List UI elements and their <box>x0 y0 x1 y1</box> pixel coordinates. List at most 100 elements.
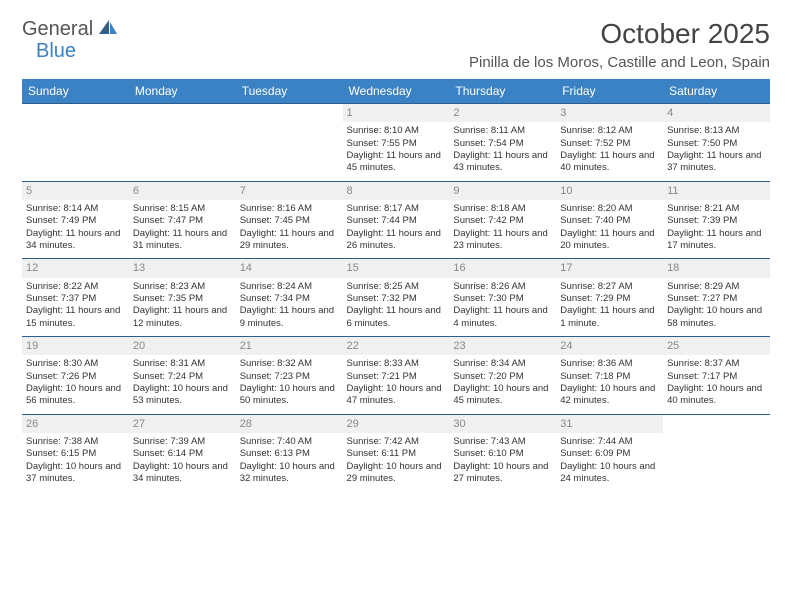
calendar-cell: 10Sunrise: 8:20 AMSunset: 7:40 PMDayligh… <box>556 181 663 259</box>
sunset-line: Sunset: 7:32 PM <box>347 293 446 305</box>
sunset-line: Sunset: 7:42 PM <box>453 215 552 227</box>
calendar-cell: 9Sunrise: 8:18 AMSunset: 7:42 PMDaylight… <box>449 181 556 259</box>
sunset-line: Sunset: 6:10 PM <box>453 448 552 460</box>
sunset-line: Sunset: 7:54 PM <box>453 138 552 150</box>
calendar-cell: 12Sunrise: 8:22 AMSunset: 7:37 PMDayligh… <box>22 259 129 337</box>
brand-logo: General <box>22 18 123 41</box>
sail-icon <box>97 18 119 41</box>
location-text: Pinilla de los Moros, Castille and Leon,… <box>469 54 770 71</box>
sunrise-line: Sunrise: 8:13 AM <box>667 125 766 137</box>
sunset-line: Sunset: 7:29 PM <box>560 293 659 305</box>
sunset-line: Sunset: 7:39 PM <box>667 215 766 227</box>
daylight-line: Daylight: 10 hours and 27 minutes. <box>453 461 552 486</box>
dayname-wed: Wednesday <box>343 79 450 104</box>
day-number: 28 <box>236 415 343 433</box>
daylight-line: Daylight: 10 hours and 45 minutes. <box>453 383 552 408</box>
brand-text-1: General <box>22 18 93 41</box>
sunrise-line: Sunrise: 8:14 AM <box>26 203 125 215</box>
daylight-line: Daylight: 10 hours and 34 minutes. <box>133 461 232 486</box>
daylight-line: Daylight: 11 hours and 37 minutes. <box>667 150 766 175</box>
sunset-line: Sunset: 7:34 PM <box>240 293 339 305</box>
calendar-cell: 2Sunrise: 8:11 AMSunset: 7:54 PMDaylight… <box>449 104 556 182</box>
daylight-line: Daylight: 11 hours and 43 minutes. <box>453 150 552 175</box>
calendar-row: 1Sunrise: 8:10 AMSunset: 7:55 PMDaylight… <box>22 104 770 182</box>
sunrise-line: Sunrise: 8:16 AM <box>240 203 339 215</box>
day-number: 20 <box>129 337 236 355</box>
sunset-line: Sunset: 7:17 PM <box>667 371 766 383</box>
daylight-line: Daylight: 11 hours and 29 minutes. <box>240 228 339 253</box>
sunrise-line: Sunrise: 8:27 AM <box>560 281 659 293</box>
day-number: 22 <box>343 337 450 355</box>
daylight-line: Daylight: 11 hours and 20 minutes. <box>560 228 659 253</box>
sunrise-line: Sunrise: 8:30 AM <box>26 358 125 370</box>
calendar-cell: 23Sunrise: 8:34 AMSunset: 7:20 PMDayligh… <box>449 337 556 415</box>
calendar-cell: 3Sunrise: 8:12 AMSunset: 7:52 PMDaylight… <box>556 104 663 182</box>
day-number: 2 <box>449 104 556 122</box>
calendar-cell: 7Sunrise: 8:16 AMSunset: 7:45 PMDaylight… <box>236 181 343 259</box>
sunrise-line: Sunrise: 8:37 AM <box>667 358 766 370</box>
daylight-line: Daylight: 10 hours and 32 minutes. <box>240 461 339 486</box>
sunrise-line: Sunrise: 8:25 AM <box>347 281 446 293</box>
daylight-line: Daylight: 10 hours and 40 minutes. <box>667 383 766 408</box>
sunset-line: Sunset: 7:35 PM <box>133 293 232 305</box>
sunrise-line: Sunrise: 7:38 AM <box>26 436 125 448</box>
day-number: 21 <box>236 337 343 355</box>
calendar-cell: 31Sunrise: 7:44 AMSunset: 6:09 PMDayligh… <box>556 414 663 491</box>
sunset-line: Sunset: 7:49 PM <box>26 215 125 227</box>
calendar-cell: 4Sunrise: 8:13 AMSunset: 7:50 PMDaylight… <box>663 104 770 182</box>
sunrise-line: Sunrise: 8:20 AM <box>560 203 659 215</box>
sunset-line: Sunset: 7:21 PM <box>347 371 446 383</box>
sunset-line: Sunset: 7:37 PM <box>26 293 125 305</box>
calendar-cell: 14Sunrise: 8:24 AMSunset: 7:34 PMDayligh… <box>236 259 343 337</box>
day-number: 11 <box>663 182 770 200</box>
sunset-line: Sunset: 6:14 PM <box>133 448 232 460</box>
calendar-table: Sunday Monday Tuesday Wednesday Thursday… <box>22 79 770 491</box>
calendar-cell <box>663 414 770 491</box>
day-number: 6 <box>129 182 236 200</box>
day-number: 3 <box>556 104 663 122</box>
daylight-line: Daylight: 10 hours and 24 minutes. <box>560 461 659 486</box>
daylight-line: Daylight: 10 hours and 53 minutes. <box>133 383 232 408</box>
page-title: October 2025 <box>469 18 770 50</box>
calendar-cell: 13Sunrise: 8:23 AMSunset: 7:35 PMDayligh… <box>129 259 236 337</box>
sunrise-line: Sunrise: 8:24 AM <box>240 281 339 293</box>
sunset-line: Sunset: 7:45 PM <box>240 215 339 227</box>
calendar-cell: 30Sunrise: 7:43 AMSunset: 6:10 PMDayligh… <box>449 414 556 491</box>
calendar-cell: 16Sunrise: 8:26 AMSunset: 7:30 PMDayligh… <box>449 259 556 337</box>
daylight-line: Daylight: 11 hours and 4 minutes. <box>453 305 552 330</box>
sunrise-line: Sunrise: 8:23 AM <box>133 281 232 293</box>
day-number: 30 <box>449 415 556 433</box>
sunrise-line: Sunrise: 8:31 AM <box>133 358 232 370</box>
calendar-cell: 26Sunrise: 7:38 AMSunset: 6:15 PMDayligh… <box>22 414 129 491</box>
calendar-cell: 19Sunrise: 8:30 AMSunset: 7:26 PMDayligh… <box>22 337 129 415</box>
daylight-line: Daylight: 11 hours and 31 minutes. <box>133 228 232 253</box>
daylight-line: Daylight: 11 hours and 26 minutes. <box>347 228 446 253</box>
daylight-line: Daylight: 10 hours and 56 minutes. <box>26 383 125 408</box>
sunset-line: Sunset: 7:40 PM <box>560 215 659 227</box>
daylight-line: Daylight: 10 hours and 50 minutes. <box>240 383 339 408</box>
day-number: 5 <box>22 182 129 200</box>
sunrise-line: Sunrise: 8:22 AM <box>26 281 125 293</box>
calendar-cell: 22Sunrise: 8:33 AMSunset: 7:21 PMDayligh… <box>343 337 450 415</box>
sunrise-line: Sunrise: 8:36 AM <box>560 358 659 370</box>
sunset-line: Sunset: 7:52 PM <box>560 138 659 150</box>
header: General October 2025 Pinilla de los Moro… <box>22 18 770 71</box>
calendar-cell <box>236 104 343 182</box>
sunrise-line: Sunrise: 8:10 AM <box>347 125 446 137</box>
dayname-thu: Thursday <box>449 79 556 104</box>
daylight-line: Daylight: 10 hours and 42 minutes. <box>560 383 659 408</box>
sunset-line: Sunset: 7:24 PM <box>133 371 232 383</box>
sunrise-line: Sunrise: 8:33 AM <box>347 358 446 370</box>
calendar-cell: 6Sunrise: 8:15 AMSunset: 7:47 PMDaylight… <box>129 181 236 259</box>
daylight-line: Daylight: 11 hours and 40 minutes. <box>560 150 659 175</box>
day-number: 23 <box>449 337 556 355</box>
day-number: 14 <box>236 259 343 277</box>
calendar-cell: 15Sunrise: 8:25 AMSunset: 7:32 PMDayligh… <box>343 259 450 337</box>
day-number: 1 <box>343 104 450 122</box>
calendar-cell: 27Sunrise: 7:39 AMSunset: 6:14 PMDayligh… <box>129 414 236 491</box>
sunrise-line: Sunrise: 8:17 AM <box>347 203 446 215</box>
day-number: 15 <box>343 259 450 277</box>
sunrise-line: Sunrise: 7:42 AM <box>347 436 446 448</box>
calendar-cell: 29Sunrise: 7:42 AMSunset: 6:11 PMDayligh… <box>343 414 450 491</box>
sunset-line: Sunset: 6:13 PM <box>240 448 339 460</box>
